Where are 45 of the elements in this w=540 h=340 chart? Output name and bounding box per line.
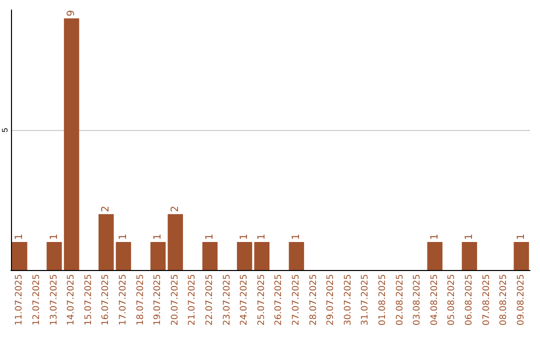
data-label: 1 — [256, 234, 268, 240]
x-tick-label: 16.07.2025 — [101, 274, 112, 326]
x-tick-label: 14.07.2025 — [66, 274, 77, 326]
x-tick-label: 03.08.2025 — [412, 274, 423, 326]
x-tick-label: 08.08.2025 — [499, 274, 510, 326]
x-tick-label: 07.08.2025 — [482, 274, 492, 326]
x-tick-label: 11.07.2025 — [14, 274, 25, 326]
x-tick-label: 04.08.2025 — [430, 274, 440, 326]
x-tick-label: 17.07.2025 — [118, 274, 128, 326]
x-tick-label: 29.07.2025 — [326, 274, 336, 326]
x-tick-label: 06.08.2025 — [464, 274, 474, 326]
y-tick-label: 5 — [0, 127, 10, 132]
x-tick-label: 28.07.2025 — [308, 274, 319, 326]
x-tick-label: 02.08.2025 — [395, 274, 406, 326]
x-tick-label: 23.07.2025 — [222, 274, 232, 326]
x-tick-label: 15.07.2025 — [84, 274, 94, 326]
data-label: 1 — [14, 234, 26, 240]
data-label: 2 — [170, 206, 181, 212]
x-tick-label: 27.07.2025 — [291, 274, 302, 326]
data-label: 1 — [239, 234, 250, 240]
x-tick-label: 18.07.2025 — [136, 274, 146, 326]
x-tick-label: 09.08.2025 — [516, 274, 526, 326]
data-label: 9 — [66, 10, 78, 16]
x-tick-label: 19.07.2025 — [153, 274, 164, 326]
data-label: 1 — [204, 234, 216, 240]
x-tick-label: 30.07.2025 — [343, 274, 354, 326]
x-tick-label: 31.07.2025 — [360, 274, 371, 326]
data-label: 1 — [516, 234, 527, 240]
x-tick-label: 12.07.2025 — [32, 274, 42, 326]
x-tick-label: 21.07.2025 — [188, 274, 198, 326]
x-tick-label: 22.07.2025 — [204, 274, 215, 326]
data-label: 2 — [100, 206, 112, 212]
data-label: 1 — [48, 234, 60, 240]
data-label: 1 — [118, 234, 129, 240]
x-tick-label: 26.07.2025 — [274, 274, 284, 326]
data-label: 1 — [152, 234, 164, 240]
x-tick-label: 25.07.2025 — [256, 274, 267, 326]
data-label: 1 — [290, 234, 302, 240]
x-tick-label: 20.07.2025 — [170, 274, 180, 326]
x-tick-label: 24.07.2025 — [240, 274, 250, 326]
x-tick-label: 01.08.2025 — [378, 274, 388, 326]
x-tick-label: 05.08.2025 — [447, 274, 458, 326]
x-tick-label: 13.07.2025 — [49, 274, 60, 326]
data-label: 1 — [429, 234, 440, 240]
data-label: 1 — [464, 234, 475, 240]
